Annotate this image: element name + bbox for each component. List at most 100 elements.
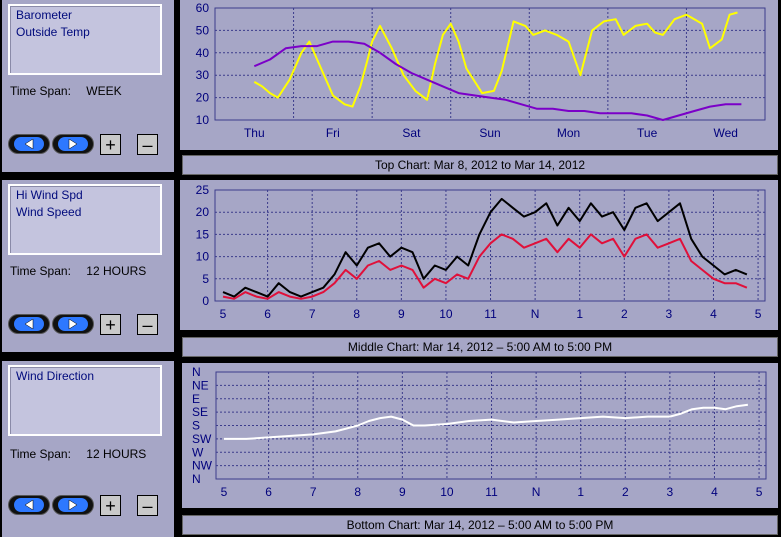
legend-item-wind-direction: Wind Direction xyxy=(16,369,95,383)
top-chart-plot[interactable]: 10 20 30 40 50 60 Thu Fri Sat Sun Mon Tue Wed xyxy=(180,0,778,150)
middle-chart[interactable]: 0 5 10 15 20 25 5 6 7 8 9 10 11 N 1 2 3 4 5 xyxy=(180,180,778,330)
legend-item-hi-wind-spd: Hi Wind Spd xyxy=(16,188,83,202)
time-span: Time Span: 12 HOURS xyxy=(10,447,146,461)
y-tick-label: N xyxy=(192,472,201,486)
bottom-chart-caption: Bottom Chart: Mar 14, 2012 – 5:00 AM to … xyxy=(182,515,778,535)
y-tick-label: 50 xyxy=(196,23,210,37)
control-panel-middle: Hi Wind Spd Wind Speed Time Span: 12 HOU… xyxy=(2,180,174,352)
x-tick-label: N xyxy=(531,307,540,321)
x-tick-label: 1 xyxy=(576,307,583,321)
y-tick-label: 10 xyxy=(196,113,210,127)
y-tick-label: 10 xyxy=(196,250,210,264)
time-span: Time Span: 12 HOURS xyxy=(10,264,146,278)
series-line-wind-speed xyxy=(222,233,748,300)
x-tick-label: 3 xyxy=(667,485,674,499)
x-tick-label: 10 xyxy=(439,307,453,321)
x-tick-label: 1 xyxy=(577,485,584,499)
time-span-value: 12 HOURS xyxy=(86,447,147,461)
right-arrow-icon xyxy=(58,498,88,512)
legend-item-wind-speed: Wind Speed xyxy=(16,205,82,219)
y-tick-label: N xyxy=(192,365,201,379)
time-span-label: Time Span: xyxy=(10,264,71,278)
x-tick-label: 5 xyxy=(756,485,763,499)
x-tick-label: 9 xyxy=(399,485,406,499)
zoom-out-button[interactable]: – xyxy=(137,134,158,155)
x-tick-label: 7 xyxy=(309,307,316,321)
y-tick-label: NW xyxy=(192,459,213,473)
x-tick-label: 3 xyxy=(666,307,673,321)
next-button[interactable] xyxy=(52,495,94,515)
next-button[interactable] xyxy=(52,314,94,334)
time-span: Time Span: WEEK xyxy=(10,84,122,98)
time-span-value: WEEK xyxy=(86,84,122,98)
x-tick-label: 11 xyxy=(484,307,497,321)
zoom-out-button[interactable]: – xyxy=(137,314,158,335)
x-tick-label: 7 xyxy=(310,485,317,499)
right-arrow-icon xyxy=(58,137,88,151)
zoom-out-button[interactable]: – xyxy=(137,495,158,516)
zoom-in-button[interactable]: + xyxy=(100,495,121,516)
time-span-label: Time Span: xyxy=(10,447,71,461)
x-tick-label: Sun xyxy=(479,126,500,140)
prev-button[interactable] xyxy=(8,495,50,515)
y-tick-label: E xyxy=(192,392,200,406)
x-tick-label: Wed xyxy=(713,126,737,140)
left-arrow-icon xyxy=(14,317,44,331)
y-tick-label: SE xyxy=(192,405,208,419)
x-tick-label: 8 xyxy=(354,485,361,499)
plot-area xyxy=(214,7,766,121)
x-tick-label: Mon xyxy=(557,126,580,140)
y-tick-label: 60 xyxy=(196,1,210,15)
x-tick-label: 5 xyxy=(221,485,228,499)
legend-box: Wind Direction xyxy=(8,365,162,436)
legend-box: Barometer Outside Temp xyxy=(8,4,162,75)
x-tick-label: 6 xyxy=(265,485,272,499)
prev-button[interactable] xyxy=(8,134,50,154)
legend-item-barometer: Barometer xyxy=(16,8,73,22)
prev-button[interactable] xyxy=(8,314,50,334)
bottom-chart[interactable]: N NE E SE S SW W NW N 5 6 7 8 9 10 11 N 1 2 3 4 5 xyxy=(180,361,780,510)
plot-area xyxy=(215,371,767,480)
x-tick-label: Fri xyxy=(326,126,340,140)
x-tick-label: 8 xyxy=(353,307,360,321)
x-tick-label: Thu xyxy=(244,126,265,140)
middle-chart-caption: Middle Chart: Mar 14, 2012 – 5:00 AM to … xyxy=(182,337,778,357)
legend-box: Hi Wind Spd Wind Speed xyxy=(8,184,162,255)
y-tick-label: 40 xyxy=(196,46,210,60)
y-tick-label: 30 xyxy=(196,68,210,82)
time-span-label: Time Span: xyxy=(10,84,71,98)
plot-area xyxy=(214,189,766,302)
x-tick-label: 2 xyxy=(622,485,629,499)
top-chart[interactable]: 10 20 30 40 50 60 Thu Fri Sat Sun Mon Tue Wed xyxy=(180,0,778,150)
x-tick-label: 11 xyxy=(485,485,498,499)
y-tick-label: 5 xyxy=(202,272,209,286)
y-tick-label: W xyxy=(192,445,204,459)
top-chart-caption: Top Chart: Mar 8, 2012 to Mar 14, 2012 xyxy=(182,155,778,175)
x-tick-label: 4 xyxy=(710,307,717,321)
control-panel-bottom: Wind Direction Time Span: 12 HOURS + – xyxy=(2,361,174,537)
x-tick-label: 9 xyxy=(398,307,405,321)
series-line-outside-temp xyxy=(253,11,738,108)
x-tick-label: 6 xyxy=(264,307,271,321)
x-tick-label: 2 xyxy=(621,307,628,321)
x-tick-label: Tue xyxy=(637,126,658,140)
y-tick-label: SW xyxy=(192,432,212,446)
y-tick-label: 20 xyxy=(196,91,210,105)
series-line-hi-wind-spd xyxy=(222,197,748,298)
y-tick-label: NE xyxy=(192,378,209,392)
right-arrow-icon xyxy=(58,317,88,331)
zoom-in-button[interactable]: + xyxy=(100,134,121,155)
x-tick-label: N xyxy=(532,485,541,499)
legend-item-outside-temp: Outside Temp xyxy=(16,25,90,39)
zoom-in-button[interactable]: + xyxy=(100,314,121,335)
y-tick-label: 20 xyxy=(196,205,210,219)
next-button[interactable] xyxy=(52,134,94,154)
left-arrow-icon xyxy=(14,498,44,512)
series-line-wind-direction xyxy=(224,403,749,440)
y-tick-label: S xyxy=(192,419,200,433)
x-tick-label: 4 xyxy=(711,485,718,499)
y-tick-label: 15 xyxy=(196,227,210,241)
x-tick-label: 5 xyxy=(220,307,227,321)
